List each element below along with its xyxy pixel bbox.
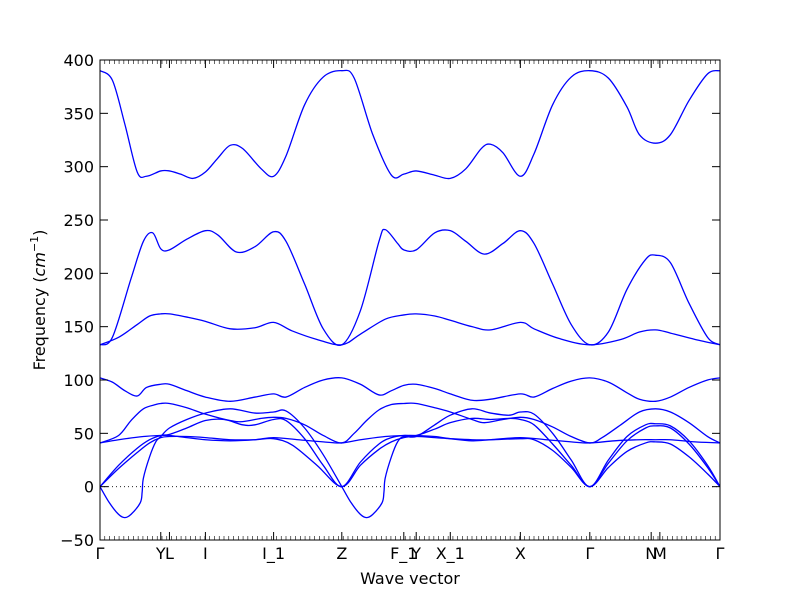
y-axis-label-unit: cm xyxy=(30,252,49,276)
y-tick-label: −50 xyxy=(60,531,94,550)
y-tick-label: 300 xyxy=(63,158,94,177)
plot-frame xyxy=(99,59,721,541)
y-tick-label: 400 xyxy=(63,51,94,70)
x-axis-label: Wave vector xyxy=(360,569,460,588)
x-tick-label: I_1 xyxy=(262,544,285,564)
y-axis-label-suffix: ) xyxy=(30,230,49,236)
y-axis-label: Frequency (cm−1) xyxy=(28,230,49,371)
band-line-3 xyxy=(100,312,720,346)
band-line-8 xyxy=(100,417,720,488)
x-tick-label: Z xyxy=(336,544,347,563)
band-line-1 xyxy=(100,69,720,180)
band-line-5 xyxy=(100,402,720,444)
y-tick-label: 50 xyxy=(74,424,94,443)
x-tick-label: Γ xyxy=(585,544,594,563)
series-layer xyxy=(100,69,720,519)
y-tick-label: 100 xyxy=(63,371,94,390)
band-line-9 xyxy=(100,435,720,488)
x-tick-label: Y xyxy=(155,544,166,563)
y-axis-label-exponent: −1 xyxy=(28,236,41,252)
y-tick-label: 250 xyxy=(63,211,94,230)
band-line-2 xyxy=(100,228,720,347)
y-tick-label: 150 xyxy=(63,318,94,337)
x-tick-label: X_1 xyxy=(436,544,465,564)
x-tick-label: L xyxy=(165,544,174,563)
y-tick-label: 200 xyxy=(63,264,94,283)
band-line-4 xyxy=(100,377,720,403)
y-tick-label: 0 xyxy=(84,478,94,497)
x-tick-label: I xyxy=(203,544,208,563)
x-tick-label: N xyxy=(645,544,657,563)
x-tick-label: X xyxy=(515,544,526,563)
x-tick-label: Γ xyxy=(96,544,105,563)
x-tick-label: F_1 xyxy=(390,544,417,564)
y-tick-label: 350 xyxy=(63,104,94,123)
y-axis-label-prefix: Frequency ( xyxy=(30,276,49,370)
x-tick-label: Y xyxy=(410,544,421,563)
x-tick-label: M xyxy=(653,544,667,563)
x-tick-label: Γ xyxy=(716,544,725,563)
